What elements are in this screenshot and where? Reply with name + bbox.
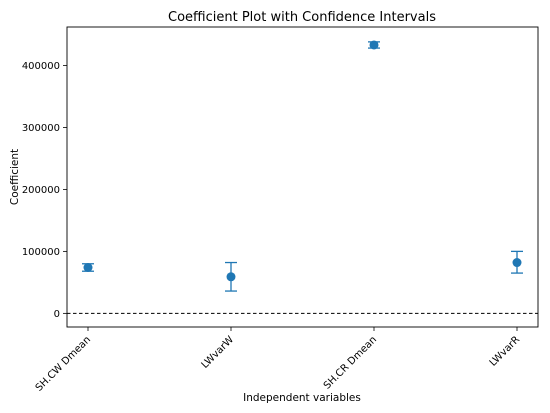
coefficient-point (369, 40, 379, 50)
y-tick-label: 0 (54, 309, 60, 320)
y-tick-label: 400000 (22, 61, 60, 72)
axes-frame (66, 26, 539, 328)
y-tick-label: 300000 (22, 123, 60, 134)
y-tick-label: 200000 (22, 185, 60, 196)
coefficient-point (83, 262, 93, 272)
chart-title: Coefficient Plot with Confidence Interva… (168, 10, 436, 25)
coefficient-point (226, 272, 236, 282)
y-axis-label: Coefficient (9, 149, 21, 205)
coefficient-point (512, 258, 522, 268)
y-tick-label: 100000 (22, 247, 60, 258)
x-axis-label: Independent variables (243, 392, 361, 404)
